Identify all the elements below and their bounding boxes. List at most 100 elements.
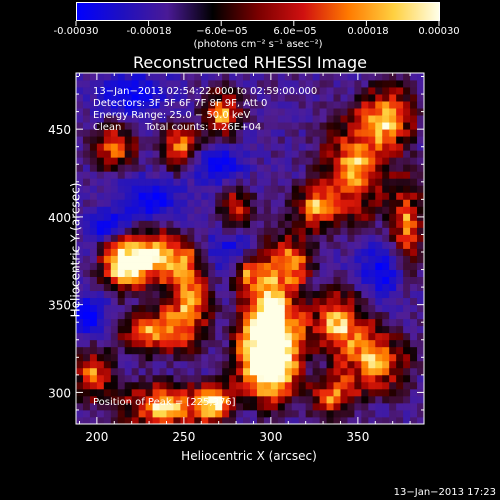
heatmap-cell: [201, 388, 209, 397]
heatmap-cell: [229, 248, 237, 256]
heatmap-cell: [361, 402, 369, 411]
heatmap-cell: [396, 276, 404, 284]
heatmap-cell: [117, 304, 126, 313]
heatmap-cell: [215, 297, 223, 306]
heatmap-cell: [145, 297, 153, 306]
heatmap-cell: [270, 94, 279, 102]
heatmap-cell: [208, 185, 216, 193]
heatmap-cell: [96, 388, 105, 397]
heatmap-cell: [145, 360, 153, 369]
heatmap-cell: [194, 192, 202, 200]
heatmap-cell: [375, 276, 383, 284]
heatmap-cell: [326, 325, 334, 334]
heatmap-cell: [417, 304, 425, 313]
heatmap-cell: [201, 276, 209, 284]
heatmap-cell: [263, 150, 272, 158]
heatmap-cell: [89, 199, 98, 207]
heatmap-cell: [417, 360, 425, 369]
heatmap-cell: [194, 325, 202, 334]
heatmap-cell: [319, 143, 327, 151]
heatmap-cell: [145, 206, 153, 214]
heatmap-cell: [284, 213, 293, 221]
heatmap-cell: [138, 360, 146, 369]
heatmap-cell: [166, 416, 174, 425]
heatmap-cell: [222, 402, 230, 411]
heatmap-cell: [361, 136, 369, 144]
heatmap-cell: [333, 150, 341, 158]
heatmap-cell: [263, 234, 272, 242]
heatmap-cell: [76, 122, 84, 130]
x-axis-label: Heliocentric X (arcsec): [181, 449, 317, 463]
heatmap-cell: [194, 178, 202, 186]
heatmap-cell: [417, 94, 425, 102]
heatmap-cell: [354, 199, 362, 207]
heatmap-cell: [152, 150, 160, 158]
heatmap-cell: [298, 367, 307, 376]
heatmap-cell: [270, 374, 279, 383]
heatmap-cell: [117, 381, 126, 390]
heatmap-cell: [298, 416, 307, 425]
heatmap-cell: [82, 150, 91, 158]
heatmap-cell: [417, 108, 425, 116]
heatmap-cell: [396, 339, 404, 348]
heatmap-cell: [222, 80, 230, 88]
heatmap-cell: [270, 101, 279, 109]
heatmap-cell: [368, 325, 376, 334]
heatmap-cell: [319, 353, 327, 362]
heatmap-cell: [270, 402, 279, 411]
heatmap-cell: [403, 318, 411, 327]
heatmap-cell: [166, 255, 174, 263]
heatmap-cell: [263, 325, 272, 334]
heatmap-cell: [256, 80, 265, 88]
heatmap-cell: [347, 262, 355, 270]
heatmap-cell: [382, 346, 390, 355]
heatmap-cell: [396, 374, 404, 383]
heatmap-cell: [403, 283, 411, 292]
heatmap-cell: [180, 402, 188, 411]
heatmap-cell: [180, 381, 188, 390]
heatmap-cell: [396, 325, 404, 334]
heatmap-cell: [180, 185, 188, 193]
heatmap-cell: [347, 178, 355, 186]
heatmap-cell: [305, 402, 314, 411]
heatmap-cell: [312, 409, 320, 418]
heatmap-cell: [361, 395, 369, 404]
heatmap-cell: [319, 157, 327, 165]
heatmap-cell: [236, 297, 244, 306]
heatmap-cell: [256, 122, 265, 130]
heatmap-cell: [194, 199, 202, 207]
heatmap-cell: [236, 143, 244, 151]
heatmap-cell: [117, 80, 126, 88]
heatmap-cell: [173, 87, 181, 95]
heatmap-cell: [270, 206, 279, 214]
heatmap-cell: [117, 360, 126, 369]
heatmap-cell: [270, 255, 279, 263]
heatmap-cell: [361, 241, 369, 249]
heatmap-cell: [208, 206, 216, 214]
heatmap-cell: [298, 283, 307, 292]
heatmap-cell: [82, 206, 91, 214]
heatmap-cell: [117, 220, 126, 228]
heatmap-cell: [82, 276, 91, 284]
heatmap-cell: [103, 241, 112, 249]
heatmap-cell: [117, 290, 126, 299]
heatmap-cell: [305, 143, 314, 151]
heatmap-cell: [347, 318, 355, 327]
heatmap-cell: [326, 136, 334, 144]
heatmap-cell: [312, 297, 320, 306]
heatmap-cell: [180, 311, 188, 320]
heatmap-cell: [312, 220, 320, 228]
heatmap-cell: [187, 199, 195, 207]
heatmap-cell: [305, 199, 314, 207]
heatmap-cell: [389, 248, 397, 256]
heatmap-cell: [389, 297, 397, 306]
heatmap-cell: [103, 171, 112, 179]
heatmap-cell: [368, 283, 376, 292]
heatmap-cell: [277, 290, 286, 299]
heatmap-cell: [243, 255, 251, 263]
heatmap-cell: [215, 206, 223, 214]
heatmap-cell: [270, 192, 279, 200]
heatmap-cell: [236, 150, 244, 158]
heatmap-cell: [298, 178, 307, 186]
